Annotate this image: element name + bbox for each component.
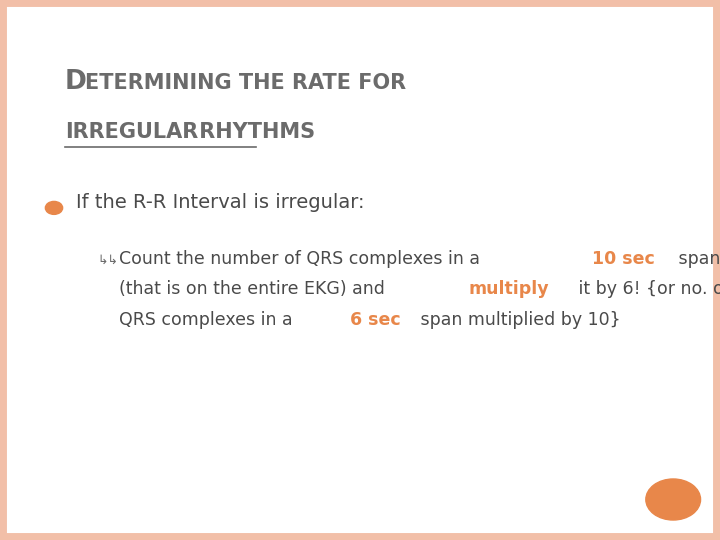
Text: (that is on the entire EKG) and: (that is on the entire EKG) and — [119, 280, 390, 298]
Text: span: span — [672, 249, 720, 267]
Text: ↳↳: ↳↳ — [97, 253, 118, 267]
Text: multiply: multiply — [469, 280, 549, 298]
Text: D: D — [65, 69, 86, 95]
Text: it by 6! {or no. of: it by 6! {or no. of — [573, 280, 720, 298]
Text: If the R-R Interval is irregular:: If the R-R Interval is irregular: — [76, 193, 364, 212]
Text: RHYTHMS: RHYTHMS — [192, 122, 315, 141]
Text: 6 sec: 6 sec — [350, 311, 400, 329]
Text: IRREGULAR: IRREGULAR — [65, 122, 198, 141]
Text: Count the number of QRS complexes in a: Count the number of QRS complexes in a — [119, 249, 485, 267]
Text: span multiplied by 10}: span multiplied by 10} — [415, 311, 621, 329]
Text: 10 sec: 10 sec — [592, 249, 654, 267]
Text: ETERMINING THE RATE FOR: ETERMINING THE RATE FOR — [85, 73, 406, 93]
Text: QRS complexes in a: QRS complexes in a — [119, 311, 298, 329]
Circle shape — [45, 201, 63, 214]
Circle shape — [646, 479, 701, 520]
